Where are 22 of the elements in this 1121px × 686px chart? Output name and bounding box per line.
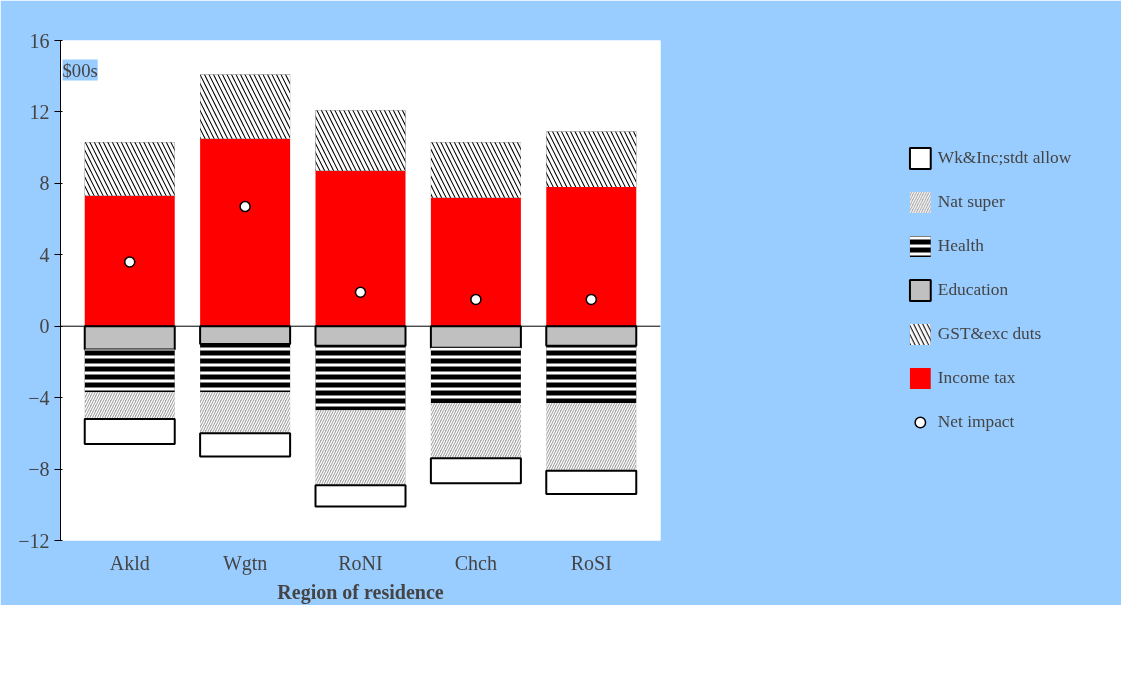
legend-label: Nat super (937, 192, 1005, 212)
legend-label: Net impact (937, 412, 1015, 432)
y-tick-label: 8 (39, 172, 50, 195)
legend-label: Health (937, 236, 985, 256)
legend-label: Income tax (937, 368, 1016, 388)
legend-label: Education (937, 280, 1009, 300)
legend-label: Wk&Inc;stdt allow (937, 148, 1072, 168)
x-tick-label: RoNI (338, 551, 383, 574)
y-tick-label: 4 (39, 243, 50, 266)
y-tick-label: 0 (39, 315, 50, 338)
legend-label: GST&exc duts (937, 324, 1042, 344)
y-tick-label: −12 (18, 529, 50, 552)
y-tick-label: −4 (28, 386, 50, 409)
x-tick-label: RoSI (570, 551, 612, 574)
x-tick-label: Wgtn (222, 551, 268, 575)
y-axis-title: $00s (62, 59, 98, 81)
x-tick-label: Chch (454, 551, 497, 574)
y-tick-label: 12 (29, 100, 50, 123)
x-tick-label: Akld (109, 551, 150, 574)
y-tick-label: 16 (29, 29, 50, 52)
x-axis-title: Region of residence (277, 580, 444, 604)
y-tick-label: −8 (28, 458, 50, 481)
